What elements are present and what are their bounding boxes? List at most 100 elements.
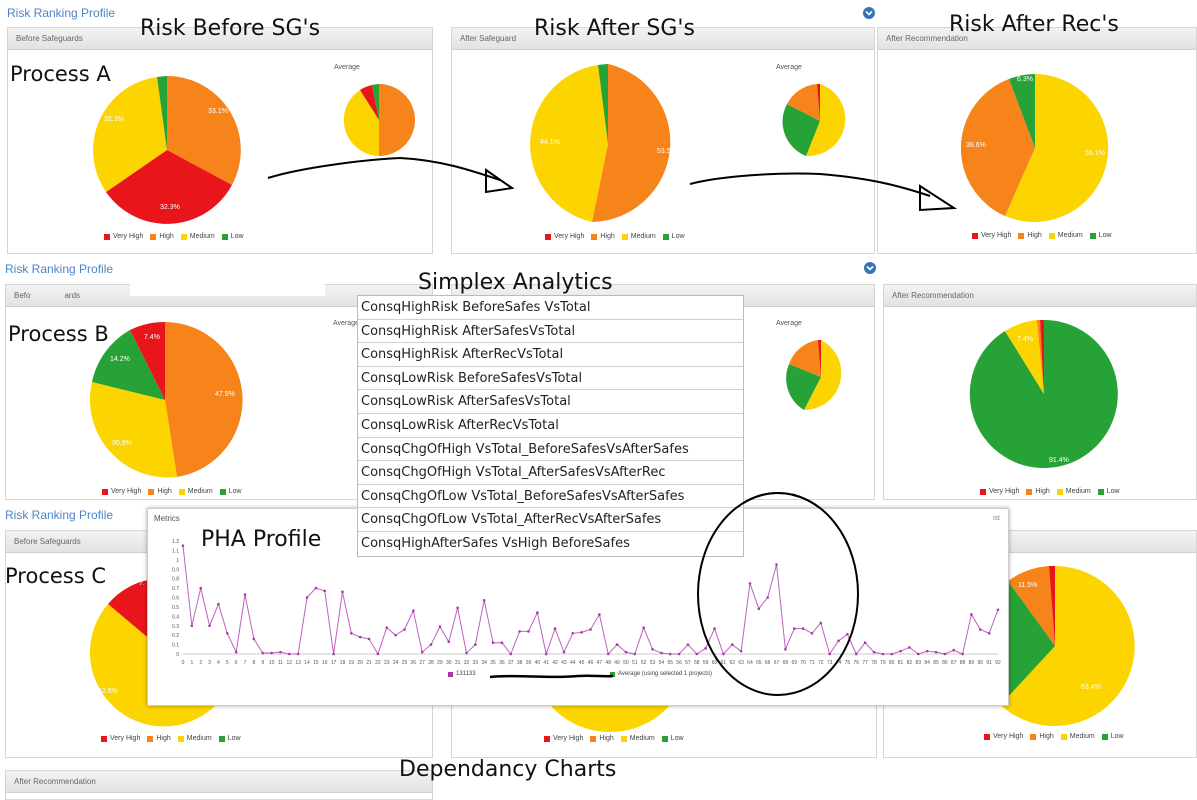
data-point[interactable] [846, 632, 849, 636]
data-point[interactable] [562, 650, 566, 654]
data-point[interactable] [482, 599, 486, 602]
data-point[interactable] [801, 627, 805, 630]
pie-a-after-average[interactable] [782, 83, 846, 157]
data-point[interactable] [358, 635, 362, 639]
data-point[interactable] [668, 652, 672, 656]
data-point[interactable] [695, 652, 699, 656]
menu-item[interactable]: ConsqChgOfHigh VsTotal_BeforeSafesVsAfte… [358, 438, 743, 462]
data-point[interactable] [553, 627, 557, 630]
data-point[interactable] [704, 647, 707, 650]
data-point[interactable] [766, 596, 769, 599]
menu-item[interactable]: ConsqLowRisk AfterSafesVsTotal [358, 390, 743, 414]
data-point[interactable] [775, 563, 778, 566]
data-point[interactable] [784, 647, 787, 651]
menu-item[interactable]: ConsqHighRisk AfterSafesVsTotal [358, 320, 743, 344]
data-point[interactable] [686, 643, 690, 646]
menu-item[interactable]: ConsqChgOfHigh VsTotal_AfterSafesVsAfter… [358, 461, 743, 485]
data-point[interactable] [181, 544, 185, 548]
data-point[interactable] [447, 640, 451, 644]
data-point[interactable] [854, 652, 858, 656]
data-point[interactable] [624, 650, 628, 654]
data-point[interactable] [943, 652, 947, 656]
data-point[interactable] [323, 589, 327, 593]
pie-b-after-average[interactable] [786, 339, 842, 411]
risk-ranking-profile-link[interactable]: Risk Ranking Profile [5, 262, 114, 276]
data-point[interactable] [890, 652, 893, 656]
data-point[interactable] [438, 625, 442, 628]
data-point[interactable] [243, 593, 247, 596]
collapse-chevron-icon[interactable] [864, 262, 876, 274]
data-point[interactable] [288, 652, 291, 656]
data-point[interactable] [660, 651, 663, 655]
data-point[interactable] [544, 652, 548, 656]
data-point[interactable] [633, 652, 637, 656]
risk-ranking-profile-link[interactable]: Risk Ranking Profile [7, 6, 116, 20]
pie-a-after[interactable] [530, 64, 671, 222]
data-point[interactable] [341, 590, 344, 594]
data-point[interactable] [474, 643, 477, 646]
data-point[interactable] [571, 631, 575, 635]
data-point[interactable] [837, 639, 840, 643]
data-point[interactable] [234, 650, 238, 654]
data-point[interactable] [190, 624, 194, 628]
collapse-chevron-icon[interactable] [863, 7, 875, 19]
data-point[interactable] [580, 631, 583, 634]
data-point[interactable] [916, 652, 920, 656]
data-point[interactable] [420, 650, 424, 654]
data-point[interactable] [810, 631, 814, 635]
menu-item[interactable]: ConsqChgOfLow VsTotal_AfterRecVsAfterSaf… [358, 508, 743, 532]
data-point[interactable] [642, 626, 645, 629]
pie-a-before[interactable] [93, 76, 241, 224]
data-point[interactable] [367, 637, 371, 641]
data-point[interactable] [677, 652, 681, 656]
menu-item[interactable]: ConsqChgOfLow VsTotal_BeforeSafesVsAfter… [358, 485, 743, 509]
data-point[interactable] [713, 627, 716, 630]
data-point[interactable] [536, 611, 539, 614]
data-point[interactable] [828, 652, 831, 656]
data-point[interactable] [456, 606, 459, 610]
data-point[interactable] [598, 613, 601, 616]
data-point[interactable] [261, 651, 265, 655]
data-point[interactable] [615, 643, 619, 646]
data-point[interactable] [739, 649, 743, 653]
data-point[interactable] [996, 608, 1000, 612]
pie-a-rec[interactable] [960, 74, 1109, 222]
pie-b-before[interactable] [90, 321, 243, 478]
menu-item[interactable]: ConsqHighRisk BeforeSafes VsTotal [358, 296, 743, 320]
data-point[interactable] [332, 652, 335, 656]
data-point[interactable] [606, 652, 610, 656]
data-point[interactable] [961, 652, 964, 656]
data-point[interactable] [792, 627, 796, 630]
data-point[interactable] [305, 596, 309, 599]
data-point[interactable] [589, 628, 592, 631]
data-point[interactable] [376, 652, 380, 656]
menu-item[interactable]: ConsqHighRisk AfterRecVsTotal [358, 343, 743, 367]
data-point[interactable] [863, 641, 867, 644]
data-point[interactable] [314, 586, 318, 590]
data-point[interactable] [509, 652, 513, 656]
data-point[interactable] [651, 647, 654, 651]
risk-ranking-profile-link[interactable]: Risk Ranking Profile [5, 508, 114, 522]
data-point[interactable] [252, 637, 256, 641]
pie-b-rec[interactable] [969, 319, 1118, 468]
data-point[interactable] [208, 624, 211, 628]
data-point[interactable] [217, 602, 220, 606]
data-point[interactable] [412, 609, 415, 612]
data-point[interactable] [952, 648, 956, 652]
data-point[interactable] [899, 649, 902, 653]
menu-item[interactable]: ConsqLowRisk AfterRecVsTotal [358, 414, 743, 438]
data-point[interactable] [819, 621, 823, 625]
data-point[interactable] [403, 628, 406, 631]
data-point[interactable] [978, 628, 982, 631]
pie-a-average[interactable] [343, 84, 415, 156]
chart-menu-icon[interactable]: ist [993, 515, 1000, 522]
data-point[interactable] [925, 649, 929, 653]
data-point[interactable] [872, 650, 876, 654]
data-point[interactable] [279, 650, 282, 654]
data-point[interactable] [748, 582, 752, 585]
data-point[interactable] [908, 646, 911, 649]
data-point[interactable] [394, 633, 397, 637]
data-point[interactable] [429, 643, 433, 646]
data-point[interactable] [722, 652, 725, 656]
data-point[interactable] [385, 626, 389, 629]
